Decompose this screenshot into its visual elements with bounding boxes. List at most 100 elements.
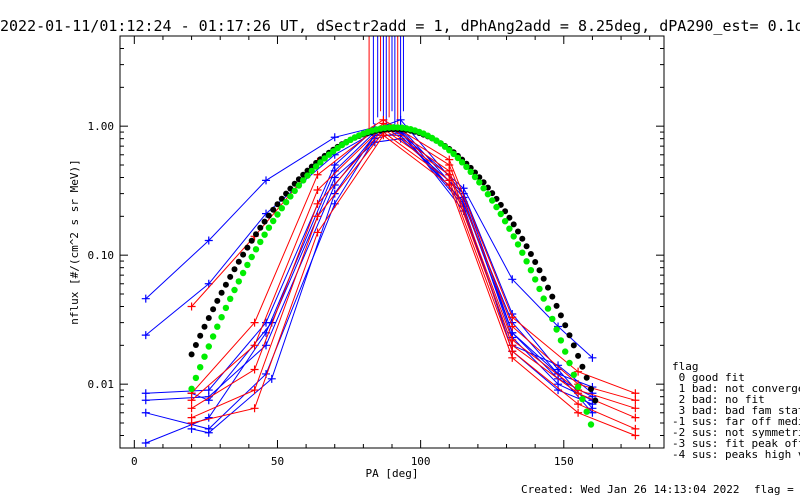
fit-point xyxy=(201,353,208,360)
series-line xyxy=(191,122,636,401)
data-point xyxy=(187,302,196,311)
series-line xyxy=(191,131,636,430)
fit-point xyxy=(257,238,264,246)
data-point xyxy=(267,374,276,383)
fit-point xyxy=(458,159,466,166)
fit-point xyxy=(257,224,264,231)
created-timestamp: Created: Wed Jan 26 14:13:04 2022 xyxy=(521,483,740,496)
data-point xyxy=(631,413,640,422)
fit-point xyxy=(304,172,311,179)
fit-point xyxy=(201,323,208,330)
fit-point xyxy=(579,395,586,403)
data-point xyxy=(631,389,640,398)
fit-point xyxy=(562,348,569,355)
fit-point xyxy=(278,195,285,202)
fit-point xyxy=(214,323,221,330)
fit-point xyxy=(291,187,298,195)
fit-point xyxy=(557,337,565,344)
fit-point xyxy=(570,342,577,349)
legend-entry: -4 sus: peaks high va xyxy=(672,448,800,461)
data-point xyxy=(204,236,213,245)
legend-entry: -3 sus: fit peak off 9 xyxy=(672,437,800,450)
fit-point xyxy=(544,305,552,312)
data-point xyxy=(396,115,405,124)
data-point xyxy=(250,404,259,413)
data-point xyxy=(631,396,640,405)
data-point xyxy=(187,404,196,413)
fit-point xyxy=(274,201,281,208)
legend-title: flag xyxy=(672,360,699,373)
fit-point xyxy=(252,246,260,253)
fit-point xyxy=(575,352,582,359)
fit-point xyxy=(562,322,569,329)
fit-point xyxy=(244,244,251,251)
fit-point xyxy=(197,364,204,371)
fit-point xyxy=(317,159,324,166)
fit-point xyxy=(523,258,530,265)
fit-point xyxy=(253,231,259,238)
fit-point xyxy=(205,315,212,321)
fit-point xyxy=(205,343,212,350)
fit-point xyxy=(222,304,230,312)
fit-point xyxy=(527,251,534,257)
data-point xyxy=(141,294,150,303)
x-tick-label: 150 xyxy=(554,455,574,468)
fit-point xyxy=(532,276,539,283)
fit-point xyxy=(467,168,474,175)
data-point xyxy=(204,428,213,437)
fit-point xyxy=(484,191,492,198)
fit-point xyxy=(274,211,281,218)
fit-point xyxy=(523,243,530,250)
fit-point xyxy=(227,295,234,302)
fit-point xyxy=(510,221,517,228)
legend-entry: 1 bad: not converge xyxy=(672,382,800,395)
y-tick-label: 1.00 xyxy=(88,120,115,133)
series-blue-3 xyxy=(141,115,597,401)
data-point xyxy=(588,404,597,413)
data-point xyxy=(574,408,583,417)
y-tick-label: 0.10 xyxy=(88,249,115,262)
fit-point xyxy=(261,218,268,225)
fit-green xyxy=(188,124,595,428)
series-blue-5 xyxy=(141,128,597,433)
fit-point xyxy=(227,273,234,280)
series-line xyxy=(191,128,636,419)
data-point xyxy=(141,438,150,447)
fit-point xyxy=(235,258,242,265)
legend: flag 0 good fit 1 bad: not converge 2 ba… xyxy=(672,360,800,461)
data-point xyxy=(574,389,583,398)
data-point xyxy=(330,133,339,142)
fit-point xyxy=(557,312,564,319)
series-red-5 xyxy=(187,128,640,433)
fit-point xyxy=(265,224,273,231)
data-point xyxy=(313,170,322,179)
data-point xyxy=(631,431,640,440)
fit-point xyxy=(587,421,595,428)
fit-point xyxy=(244,261,251,269)
fit-point xyxy=(574,383,582,390)
data-point xyxy=(508,353,517,362)
fit-point xyxy=(265,212,272,219)
fit-point xyxy=(480,185,487,192)
fit-point xyxy=(312,163,320,170)
x-tick-label: 50 xyxy=(271,455,284,468)
data-point xyxy=(141,331,150,340)
data-point xyxy=(330,173,339,182)
fit-point xyxy=(463,163,470,171)
fit-point xyxy=(540,275,547,282)
chart-title: 2022-01-11/01:12:24 - 01:17:26 UT, dSect… xyxy=(0,17,800,35)
fit-point xyxy=(192,342,199,348)
data-point xyxy=(204,413,213,422)
series-line xyxy=(191,138,593,409)
fit-point xyxy=(278,205,285,212)
fit-point xyxy=(583,374,590,381)
plot-frame xyxy=(119,35,665,449)
fit-point xyxy=(209,333,217,340)
fit-point xyxy=(493,203,500,211)
fit-point xyxy=(300,177,307,184)
fit-point xyxy=(506,214,513,221)
y-axis-label: nflux [#/(cm^2 s sr MeV)] xyxy=(68,159,81,325)
data-point xyxy=(313,212,322,221)
data-point xyxy=(508,313,517,322)
